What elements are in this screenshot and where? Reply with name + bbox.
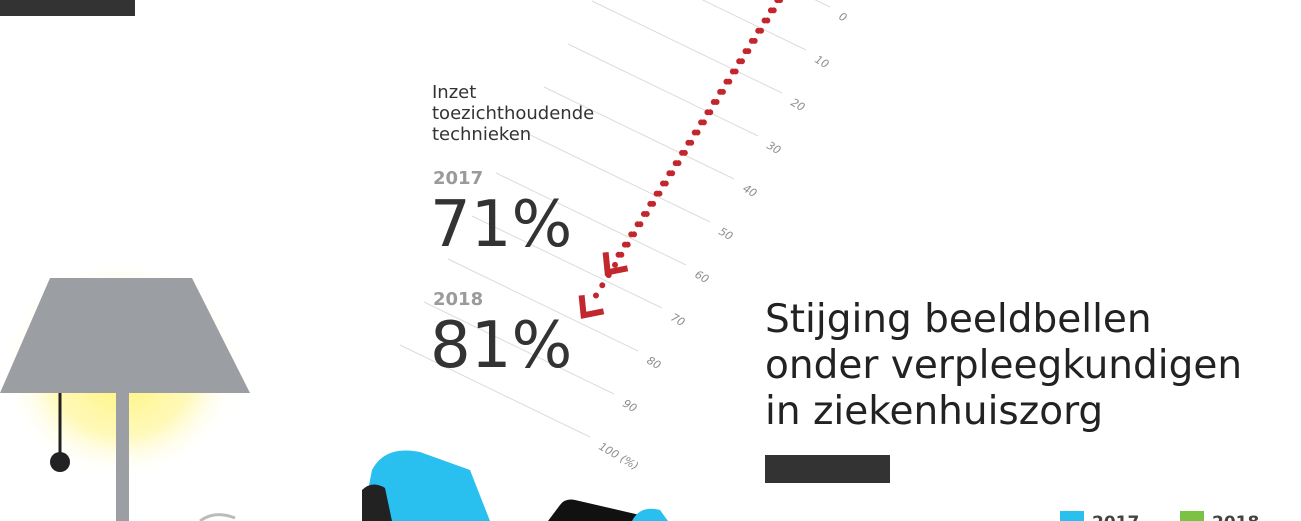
legend-swatch xyxy=(1180,511,1204,521)
indicator-label: technieken xyxy=(432,124,531,145)
legend-swatch xyxy=(1060,511,1084,521)
legend-label: 2017 xyxy=(1092,513,1139,521)
tick-label: 0 xyxy=(837,10,850,25)
tick-label: 90 xyxy=(621,397,640,415)
heading: onder verpleegkundigen xyxy=(765,343,1242,388)
tick-line xyxy=(616,0,806,50)
year: 2018 xyxy=(433,289,483,310)
value: 81% xyxy=(430,309,572,383)
value: 71% xyxy=(430,188,572,262)
lamp xyxy=(0,260,250,521)
tick-label: 20 xyxy=(789,96,808,114)
indicator-label: Inzet xyxy=(432,82,476,103)
header-bar xyxy=(0,0,135,16)
arrow-line xyxy=(590,0,786,305)
tick-label: 70 xyxy=(669,311,688,329)
year: 2017 xyxy=(433,168,483,189)
tick-line xyxy=(592,1,782,93)
heading-bar xyxy=(765,455,890,483)
tick-label: 40 xyxy=(741,182,760,200)
heading: in ziekenhuiszorg xyxy=(765,389,1103,434)
arrow-head xyxy=(582,295,604,315)
tick-label: 80 xyxy=(645,354,664,372)
tick-line xyxy=(640,0,830,7)
tick-label: 100 (%) xyxy=(597,440,641,473)
tick-label: 50 xyxy=(717,225,736,243)
devices xyxy=(200,450,668,521)
arrows xyxy=(582,0,787,315)
legend-label: 2018 xyxy=(1212,513,1259,521)
tick-label: 60 xyxy=(693,268,712,286)
tick-line xyxy=(568,44,758,136)
tick-label: 10 xyxy=(813,53,832,71)
indicator-label: toezichthoudende xyxy=(432,103,594,124)
heading: Stijging beeldbellen xyxy=(765,297,1152,342)
tick-label: 30 xyxy=(765,139,784,157)
tick-line xyxy=(544,87,734,179)
infographic: 0 10 20 30 40 50 60 70 80 90 100 (%) Inzettoezicht… xyxy=(0,0,1301,521)
